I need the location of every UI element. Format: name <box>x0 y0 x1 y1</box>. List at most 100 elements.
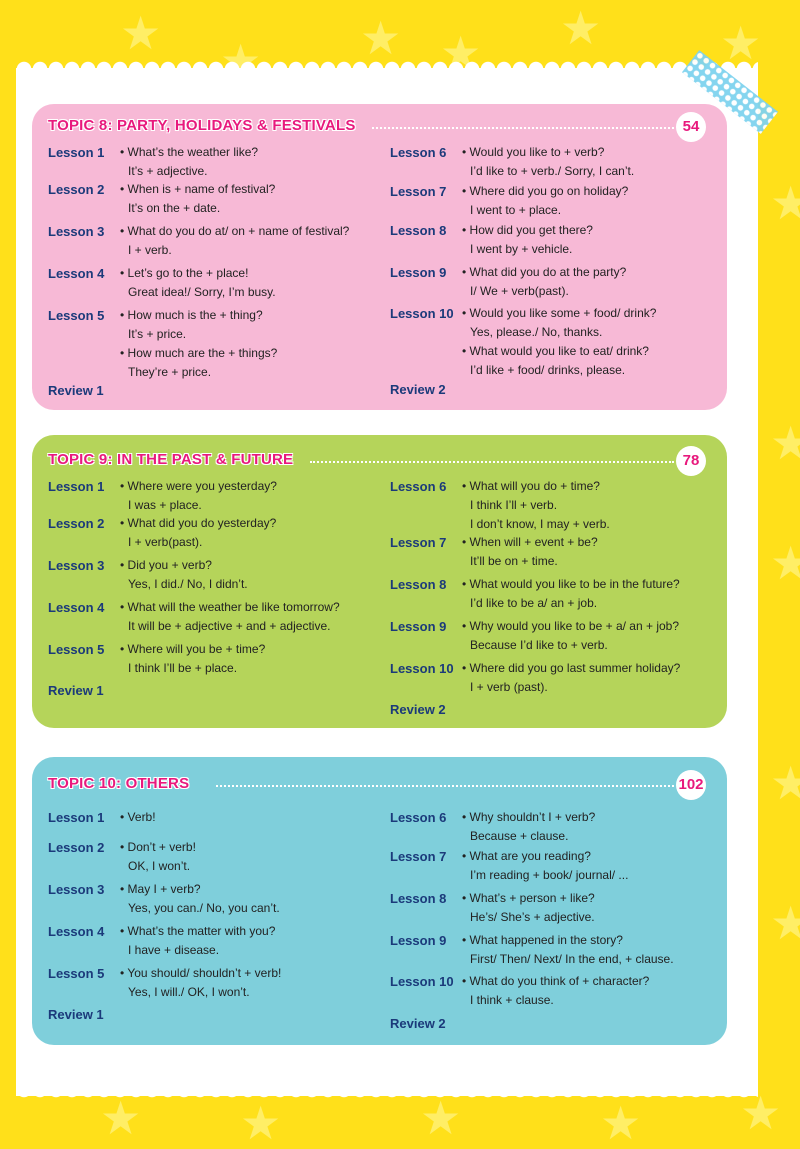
lesson-content: Where were you yesterday? I was + place. <box>120 477 277 515</box>
lesson-label: Lesson 6 <box>390 810 447 825</box>
answer-pattern: I’m reading + book/ journal/ ... <box>470 868 629 882</box>
lesson-content: Don’t + verb! OK, I won’t. <box>120 838 196 876</box>
lesson-content: What do you think of + character? I think… <box>462 972 650 1010</box>
answer-pattern: It’ll be on + time. <box>470 554 558 568</box>
page-number: 102 <box>676 770 706 800</box>
lesson-content: Where did you go last summer holiday? I +… <box>462 659 681 697</box>
answer-pattern: I’d like to + verb./ Sorry, I can’t. <box>470 164 635 178</box>
answer-pattern: I think I’ll be + place. <box>128 661 238 675</box>
question-pattern: Why would you like to be + a/ an + job? <box>462 617 679 636</box>
lesson-content: Where did you go on holiday? I went to + … <box>462 182 629 220</box>
lesson-content: How did you get there? I went by + vehicl… <box>462 221 593 259</box>
dotted-leader <box>372 127 674 129</box>
star-icon: ★ <box>770 537 800 589</box>
lesson-content: Verb! <box>120 808 156 827</box>
star-icon: ★ <box>770 177 800 229</box>
lesson-content: What’s + person + like? He’s/ She’s + adj… <box>462 889 595 927</box>
answer-pattern: I went to + place. <box>470 203 562 217</box>
question-pattern: Where were you yesterday? <box>120 477 277 496</box>
lesson-label: Lesson 6 <box>390 479 447 494</box>
lesson-content: Where will you be + time? I think I’ll be… <box>120 640 266 678</box>
answer-pattern: Yes, you can./ No, you can’t. <box>128 901 280 915</box>
lesson-content: What will you do + time? I think I’ll + v… <box>462 477 610 534</box>
topic-title: TOPIC 9: IN THE PAST & FUTURE <box>48 451 294 468</box>
question-pattern: Don’t + verb! <box>120 838 196 857</box>
answer-pattern: Great idea!/ Sorry, I’m busy. <box>128 285 276 299</box>
lesson-label: Lesson 7 <box>390 184 447 199</box>
question-pattern: What’s + person + like? <box>462 889 595 908</box>
lesson-content: Why would you like to be + a/ an + job? B… <box>462 617 679 655</box>
lesson-content: What did you do at the party? I/ We + ver… <box>462 263 627 301</box>
answer-pattern: First/ Then/ Next/ In the end, + clause. <box>470 952 674 966</box>
lesson-label: Lesson 8 <box>390 577 447 592</box>
lesson-label: Lesson 1 <box>48 479 105 494</box>
topic-8-card: TOPIC 8: PARTY, HOLIDAYS & FESTIVALS 54 Le… <box>32 104 727 410</box>
lesson-content: How much is the + thing? It’s + price. How… <box>120 306 278 382</box>
lesson-content: What are you reading? I’m reading + book/… <box>462 847 629 885</box>
lesson-label: Lesson 2 <box>48 182 105 197</box>
answer-pattern: It’s + price. <box>128 327 187 341</box>
answer-pattern: It’s + adjective. <box>128 164 208 178</box>
star-icon: ★ <box>770 417 800 469</box>
answer-pattern: I + verb(past). <box>128 535 203 549</box>
question-pattern: When will + event + be? <box>462 533 598 552</box>
answer-pattern: Yes, I will./ OK, I won’t. <box>128 985 250 999</box>
star-icon: ★ <box>770 757 800 809</box>
lesson-content: What did you do yesterday? I + verb(past)… <box>120 514 277 552</box>
answer-pattern: I + verb (past). <box>470 680 548 694</box>
question-pattern: What will you do + time? <box>462 477 610 496</box>
question-pattern: What are you reading? <box>462 847 628 866</box>
question-pattern: What will the weather be like tomorrow? <box>120 598 340 617</box>
star-icon: ★ <box>600 1097 642 1149</box>
lesson-label: Lesson 5 <box>48 966 105 981</box>
lesson-label: Lesson 4 <box>48 266 105 281</box>
question-pattern: Where will you be + time? <box>120 640 266 659</box>
lesson-label: Lesson 4 <box>48 600 105 615</box>
lesson-content: When will + event + be? It’ll be on + tim… <box>462 533 598 571</box>
question-pattern: What’s the matter with you? <box>120 922 276 941</box>
topic-9-card: TOPIC 9: IN THE PAST & FUTURE 78 Lesson 1 W… <box>32 435 727 728</box>
lesson-content: You should/ shouldn’t + verb! Yes, I will… <box>120 964 281 1002</box>
lesson-label: Review 1 <box>48 383 104 398</box>
topic-title: TOPIC 10: OTHERS <box>48 775 190 792</box>
question-pattern: Where did you go on holiday? <box>462 182 629 201</box>
lesson-label: Lesson 6 <box>390 145 447 160</box>
question-pattern: What would you like to eat/ drink? <box>462 342 656 361</box>
question-pattern: What do you think of + character? <box>462 972 650 991</box>
answer-pattern: Because + clause. <box>470 829 569 843</box>
lesson-content: What’s the weather like? It’s + adjective… <box>120 143 259 181</box>
lesson-content: Let’s go to the + place! Great idea!/ Sor… <box>120 264 276 302</box>
lesson-label: Lesson 1 <box>48 810 105 825</box>
question-pattern: May I + verb? <box>120 880 280 899</box>
lesson-content: What do you do at/ on + name of festival… <box>120 222 350 260</box>
question-pattern: What did you do yesterday? <box>120 514 277 533</box>
star-icon: ★ <box>360 12 402 64</box>
star-icon: ★ <box>120 7 162 59</box>
lesson-label: Lesson 8 <box>390 223 447 238</box>
lesson-content: What will the weather be like tomorrow? I… <box>120 598 340 636</box>
question-pattern: You should/ shouldn’t + verb! <box>120 964 281 983</box>
lesson-label: Lesson 9 <box>390 265 447 280</box>
lesson-label: Lesson 4 <box>48 924 105 939</box>
star-icon: ★ <box>420 1092 462 1144</box>
answer-pattern: I have + disease. <box>128 943 220 957</box>
sheet-edge-top <box>16 57 758 69</box>
answer-pattern: I + verb. <box>128 243 172 257</box>
lesson-label: Lesson 2 <box>48 516 105 531</box>
lesson-content: May I + verb? Yes, you can./ No, you can’… <box>120 880 280 918</box>
topic-title: TOPIC 8: PARTY, HOLIDAYS & FESTIVALS <box>48 117 356 134</box>
lesson-content: Why shouldn’t I + verb? Because + clause. <box>462 808 596 846</box>
lesson-label: Lesson 10 <box>390 974 454 989</box>
lesson-label: Lesson 1 <box>48 145 105 160</box>
lesson-label: Review 2 <box>390 702 446 717</box>
question-pattern: Why shouldn’t I + verb? <box>462 808 596 827</box>
answer-pattern: I/ We + verb(past). <box>470 284 569 298</box>
sheet-edge-bottom <box>16 1090 758 1102</box>
answer-pattern: I think I’ll + verb. <box>470 498 558 512</box>
answer-pattern: It’s on the + date. <box>128 201 221 215</box>
lesson-content: Would you like to + verb? I’d like to + v… <box>462 143 635 181</box>
topic-10-card: TOPIC 10: OTHERS 102 Lesson 1 Verb! Lesson 2… <box>32 757 727 1045</box>
lesson-label: Lesson 9 <box>390 619 447 634</box>
lesson-label: Lesson 3 <box>48 882 105 897</box>
answer-pattern: It will be + adjective + and + adjective… <box>128 619 331 633</box>
